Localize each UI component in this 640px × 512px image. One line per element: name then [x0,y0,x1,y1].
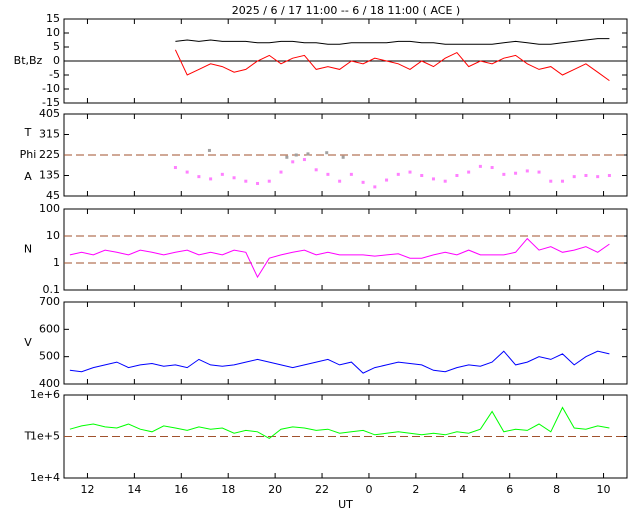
y-tick-label: 405 [39,107,60,120]
scatter-point [537,170,541,174]
x-tick-label: 20 [268,483,282,496]
y-axis-label: Phi [20,148,37,161]
x-tick-label: 10 [597,483,611,496]
scatter-point [596,175,600,179]
scatter-point [220,172,224,176]
y-tick-label: 135 [39,169,60,182]
scatter-point [560,179,564,183]
scatter-point [325,151,329,155]
series-line [69,237,610,279]
y-tick-label: 45 [46,189,60,202]
series-line [175,38,610,45]
y-tick-label: -5 [49,68,60,81]
y-tick-label: 400 [39,377,60,390]
scatter-point [361,180,365,184]
y-tick-label: 1 [53,256,60,269]
scatter-point [306,152,310,156]
scatter-point [549,179,553,183]
y-axis-label: N [24,243,32,256]
scatter-point [314,168,318,172]
scatter-point [408,170,412,174]
scatter-point [467,170,471,174]
y-tick-label: 500 [39,350,60,363]
scatter-point [302,158,306,162]
y-tick-label: 5 [53,40,60,53]
scatter-point [294,153,298,157]
scatter-point [326,172,330,176]
scatter-point [285,155,289,159]
scatter-point [478,164,482,168]
y-tick-label: 1e+5 [30,430,60,443]
panel-frame [63,301,628,385]
y-tick-label: 10 [46,26,60,39]
series-line [69,406,610,439]
scatter-point [443,179,447,183]
scatter-point [455,174,459,177]
scatter-point [341,155,345,159]
y-tick-label: 0 [53,54,60,67]
x-tick-label: 2 [412,483,419,496]
y-tick-label: 10 [46,229,60,242]
y-axis-label: T [24,430,32,443]
y-axis-label: V [24,336,32,349]
y-tick-label: 100 [39,202,60,215]
scatter-point [291,160,295,164]
x-tick-label: 12 [80,483,94,496]
scatter-point [338,179,342,183]
scatter-point [256,181,260,185]
series-line [69,350,610,374]
scatter-point [584,174,588,177]
y-axis-label: A [24,170,32,183]
x-tick-label: 14 [127,483,141,496]
y-axis-label: T [24,126,32,139]
scatter-point [502,172,506,176]
chart-title: 2025 / 6 / 17 11:00 -- 6 / 18 11:00 ( AC… [232,4,460,17]
series-line [174,49,610,82]
panel-frame [63,208,628,291]
x-axis-label: UT [338,498,353,511]
scatter-point [267,179,271,183]
scatter-point [244,179,248,183]
scatter-point [572,175,576,179]
y-tick-label: 15 [46,12,60,25]
scatter-point [173,166,177,170]
scatter-point [525,169,529,173]
y-tick-label: 1e+6 [30,388,60,401]
y-axis-label: Bt,Bz [14,54,43,67]
y-tick-label: 700 [39,295,60,308]
x-tick-label: 8 [553,483,560,496]
y-tick-label: 0.1 [43,283,61,296]
x-tick-label: 6 [506,483,513,496]
y-tick-label: 600 [39,322,60,335]
scatter-point [197,175,201,179]
y-tick-label: 315 [39,128,60,141]
scatter-point [373,185,377,189]
scatter-point [279,170,283,174]
scatter-point [209,177,213,181]
y-tick-label: 1e+4 [30,471,60,484]
scatter-point [514,171,518,175]
scatter-point [385,178,389,182]
scatter-point [396,172,400,176]
scatter-point [349,172,353,176]
scatter-point [185,170,189,174]
y-tick-label: -10 [42,82,60,95]
x-tick-label: 16 [174,483,188,496]
x-tick-label: 18 [221,483,235,496]
scatter-point [607,174,611,177]
scatter-point [431,177,435,181]
y-tick-label: 225 [39,148,60,161]
x-tick-label: 22 [315,483,329,496]
scatter-point [207,148,211,152]
scatter-point [490,166,494,170]
scatter-point [232,176,236,180]
x-tick-label: 0 [365,483,372,496]
x-tick-label: 4 [459,483,466,496]
scatter-point [420,174,424,177]
y-tick-label: -15 [42,96,60,109]
